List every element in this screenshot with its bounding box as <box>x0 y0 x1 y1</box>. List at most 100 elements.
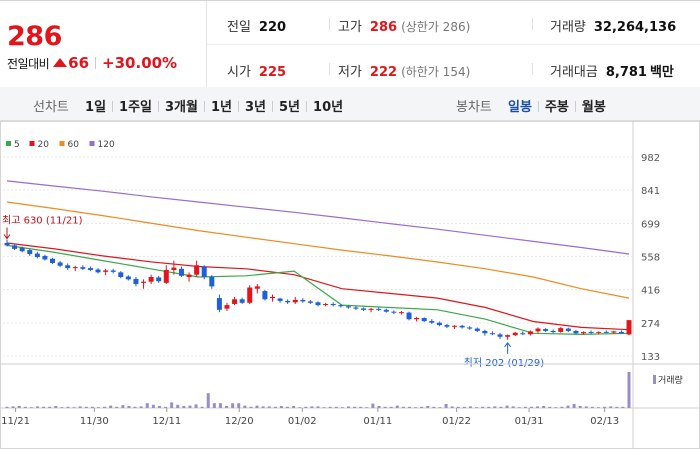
volume-bar <box>328 406 332 408</box>
x-tick-label: 11/30 <box>80 416 109 427</box>
ma5-line <box>6 244 630 336</box>
x-tick-label: 11/21 <box>1 416 30 427</box>
volume-bar <box>84 406 88 408</box>
volume-bar <box>218 403 222 408</box>
legend-entry: 120 <box>98 140 115 150</box>
candle-body <box>588 332 594 334</box>
volume-bar <box>96 407 100 408</box>
volume-bar <box>243 405 247 408</box>
line-tab-5[interactable]: 5년 <box>279 100 301 115</box>
line-tab-6[interactable]: 10년 <box>313 100 344 115</box>
candle-body <box>224 305 230 309</box>
candle-body <box>626 320 632 335</box>
candle-tab-0[interactable]: 일봉 <box>508 100 532 115</box>
high-label: 고가 <box>338 20 362 35</box>
line-tab-1[interactable]: 1주일 <box>119 100 153 115</box>
candle-body <box>50 258 56 263</box>
candle-body <box>489 333 495 335</box>
volume-bar <box>267 406 271 408</box>
legend-entry: 20 <box>38 140 50 150</box>
up-arrow-icon <box>53 58 68 67</box>
volume-bar <box>139 406 143 408</box>
legend-entry: 60 <box>68 140 80 150</box>
volume-bar <box>407 406 411 408</box>
candle-body <box>444 325 450 327</box>
volume-bar <box>66 406 70 408</box>
low-label: 저가 <box>338 65 362 80</box>
high-value: 286 <box>369 20 398 35</box>
line-tab-3[interactable]: 1년 <box>210 100 232 115</box>
line-tab-2[interactable]: 3개월 <box>165 100 198 115</box>
volume-bar <box>468 406 472 408</box>
volume-bar <box>127 406 131 408</box>
candle-body <box>535 328 541 332</box>
prev-close-label: 전일 <box>227 20 251 35</box>
price-box: 286 전일대비 66 +30.00% <box>0 1 207 87</box>
volume-bar <box>151 404 155 408</box>
volume-bar <box>456 406 460 408</box>
high-arrow-head-icon <box>3 234 11 240</box>
candle-chart-tabs: 봉차트 일봉 주봉 월봉 <box>456 96 606 115</box>
candle-body <box>156 277 162 282</box>
candle-body <box>247 287 253 303</box>
volume-bar <box>286 406 290 408</box>
volume-bar <box>157 406 161 408</box>
candle-body <box>345 306 351 308</box>
candle-body <box>452 325 458 327</box>
candle-body <box>34 253 40 258</box>
volume-bar <box>145 403 149 408</box>
volume-bar <box>298 407 302 408</box>
candle-body <box>19 247 25 252</box>
y-tick-label: 416 <box>641 286 660 297</box>
volume-bar <box>444 404 448 408</box>
volume-bar <box>346 406 350 408</box>
candle-tab-1[interactable]: 주봉 <box>544 100 569 115</box>
volume-bar <box>353 406 357 408</box>
candle-body <box>209 277 215 287</box>
volume-bar <box>11 406 15 408</box>
candle-body <box>497 334 503 337</box>
candle-tab-2[interactable]: 월봉 <box>581 100 606 115</box>
volume-bar <box>279 406 283 408</box>
candle-body <box>596 331 602 333</box>
volume-bar <box>536 406 540 408</box>
high-price: 고가 286 (상한가 286) <box>338 16 470 35</box>
volume-bar <box>340 407 344 408</box>
row-divider <box>207 44 700 45</box>
volume-bar <box>554 407 558 408</box>
volume-legend-swatch <box>653 375 656 384</box>
x-tick-label: 12/20 <box>225 416 254 427</box>
candle-body <box>391 311 397 313</box>
candle-body <box>603 331 609 333</box>
volume-bar <box>365 407 369 408</box>
volume-bar <box>60 407 64 408</box>
volume-bar <box>304 406 308 408</box>
tab-divider <box>272 101 274 112</box>
volume-bar <box>212 403 216 408</box>
line-tab-4[interactable]: 3년 <box>245 100 267 115</box>
candle-body <box>141 281 147 283</box>
volume-bar <box>103 406 107 408</box>
volume-bar <box>35 406 39 408</box>
volume-bar <box>371 403 375 408</box>
volume-bar <box>249 406 253 408</box>
candle-body <box>421 318 427 322</box>
volume-bar <box>231 403 235 408</box>
volume-bar <box>603 406 607 408</box>
volume-bar <box>5 406 9 408</box>
ma20-line <box>6 242 630 331</box>
volume-bar <box>182 406 186 408</box>
line-tab-0[interactable]: 1일 <box>85 100 107 115</box>
legend-swatch <box>89 141 95 146</box>
y-tick-label: 982 <box>641 153 660 164</box>
volume-bar <box>334 406 338 408</box>
candle-body <box>262 291 268 300</box>
volume-bar <box>194 404 198 408</box>
candle-body <box>125 276 131 280</box>
volume-bar <box>505 405 509 408</box>
volume-label: 거래량 <box>550 20 586 35</box>
candle-body <box>398 312 404 314</box>
x-tick-label: 01/11 <box>363 416 392 427</box>
candle-body <box>414 318 420 320</box>
